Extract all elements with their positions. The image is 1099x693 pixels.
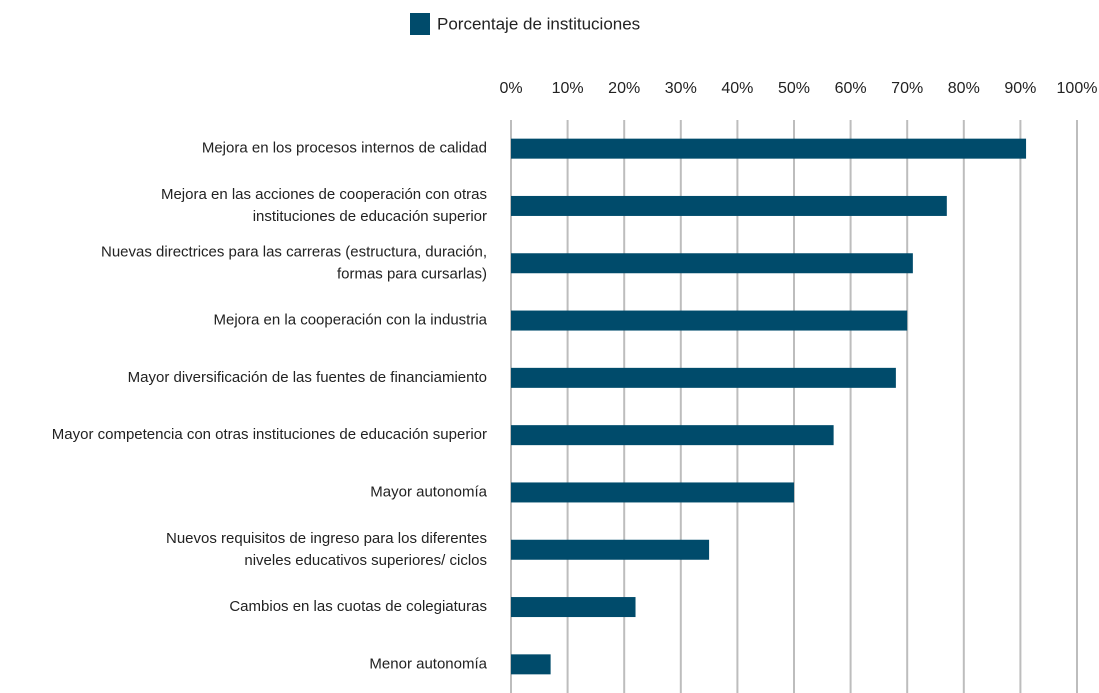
bar	[511, 654, 551, 675]
y-tick-label: Mayor competencia con otras institucione…	[52, 426, 487, 443]
bar	[511, 425, 834, 446]
y-tick-label: Mejora en la cooperación con la industri…	[214, 312, 488, 329]
y-tick-label: Mejora en las acciones de cooperación co…	[161, 186, 487, 225]
x-tick-label: 100%	[1057, 80, 1098, 97]
y-tick-label: Mayor autonomía	[370, 483, 487, 500]
legend-swatch	[410, 13, 430, 35]
bar	[511, 138, 1027, 159]
bar	[511, 253, 913, 274]
legend-label: Porcentaje de instituciones	[437, 14, 640, 33]
bar	[511, 597, 636, 618]
bar	[511, 539, 710, 560]
y-tick-label: Nuevas directrices para las carreras (es…	[101, 243, 487, 282]
x-tick-label: 90%	[1004, 80, 1036, 97]
x-tick-label: 40%	[721, 80, 753, 97]
y-tick-label: Nuevos requisitos de ingreso para los di…	[166, 530, 487, 569]
x-tick-label: 20%	[608, 80, 640, 97]
y-tick-label: Mejora en los procesos internos de calid…	[202, 140, 487, 157]
bar	[511, 367, 896, 388]
y-tick-label: Mayor diversificación de las fuentes de …	[128, 369, 487, 386]
x-tick-label: 50%	[778, 80, 810, 97]
x-tick-label: 10%	[552, 80, 584, 97]
y-tick-label: Cambios en las cuotas de colegiaturas	[229, 598, 487, 615]
x-tick-label: 70%	[891, 80, 923, 97]
bar	[511, 310, 908, 331]
x-tick-label: 0%	[499, 80, 522, 97]
x-tick-label: 60%	[835, 80, 867, 97]
x-tick-label: 80%	[948, 80, 980, 97]
bar	[511, 482, 794, 503]
y-tick-label: Menor autonomía	[369, 655, 487, 672]
bar	[511, 195, 947, 216]
x-tick-label: 30%	[665, 80, 697, 97]
